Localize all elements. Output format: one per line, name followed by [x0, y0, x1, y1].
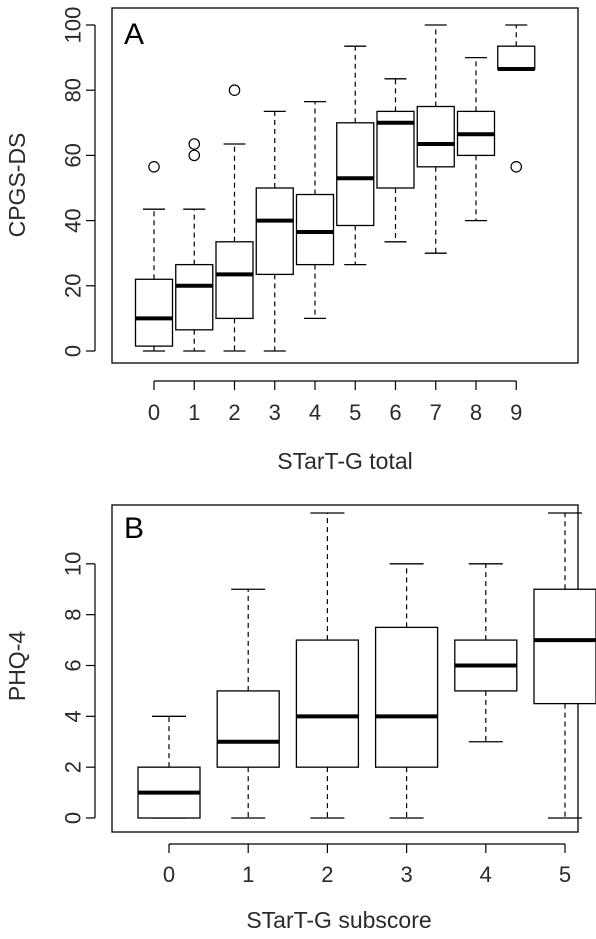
panel-a-outlier-point [188, 149, 201, 162]
panel-b-x-tick-label: 0 [163, 862, 175, 887]
panel-a-y-tick-label: 80 [61, 78, 86, 102]
panel-b-box-group [533, 512, 596, 819]
panel-a-outlier-point [188, 138, 201, 150]
panel-a-box-group [497, 24, 536, 173]
panel-a-outlier-point [228, 84, 241, 96]
panel-a-x-axis-title: STarT-G total [277, 448, 412, 474]
panel-b-box-group [454, 563, 518, 743]
panel-a-y-axis: 0 20 40 60 80 100 [61, 7, 96, 357]
panel-b-x-tick-label: 4 [480, 862, 492, 887]
panel-a-y-tick-label: 100 [61, 7, 86, 44]
panel-a-x-tick-label: 1 [188, 400, 200, 425]
panel-b-boxes [137, 512, 596, 819]
panel-a-box [336, 122, 375, 227]
panel-a-x-tick-label: 3 [269, 400, 281, 425]
panel-a-box-group [376, 78, 415, 243]
panel-a-boxes [134, 24, 536, 352]
panel-b-x-tick-label: 3 [400, 862, 412, 887]
panel-a-y-tick-label: 40 [61, 208, 86, 232]
panel-a-y-tick-label: 60 [61, 143, 86, 167]
panel-a-box-group [215, 84, 254, 352]
panel-a-frame [111, 7, 579, 364]
panel-b-y-tick-label: 2 [61, 761, 86, 773]
panel-b-box [533, 588, 596, 705]
panel-a-x-axis: 0 1 2 3 4 5 6 7 8 9 [148, 380, 522, 425]
panel-b-box-group [137, 715, 201, 819]
panel-a-x-tick-label: 9 [510, 400, 522, 425]
panel-a-box [215, 241, 254, 320]
panel-a-y-tick-label: 0 [61, 345, 86, 357]
panel-a-box-group [456, 56, 496, 222]
panel-b-y-tick-label: 8 [61, 609, 86, 621]
panel-a-box-group [336, 45, 375, 266]
panel-b-box-group [216, 588, 280, 819]
panel-a-box [497, 45, 536, 70]
panel-a-x-tick-label: 0 [148, 400, 160, 425]
panel-b-x-tick-label: 2 [321, 862, 333, 887]
panel-a: A CPGS-DS STarT-G total 0 20 40 60 80 100 0 1 2… [4, 7, 579, 474]
panel-a-x-tick-label: 5 [349, 400, 361, 425]
panel-a-box [295, 193, 335, 266]
panel-b-letter: B [124, 512, 144, 545]
panel-b-box [295, 639, 360, 768]
panel-a-box-group [295, 100, 335, 320]
panel-b-y-tick-label: 0 [61, 812, 86, 824]
panel-a-letter: A [124, 18, 144, 51]
panel-a-box-group [134, 161, 174, 352]
panel-a-box [416, 105, 455, 168]
panel-b-x-tick-label: 5 [559, 862, 571, 887]
panel-b-y-tick-label: 6 [61, 659, 86, 671]
panel-a-y-axis-title: CPGS-DS [4, 133, 30, 238]
panel-b-box [216, 690, 280, 768]
panel-b: B PHQ-4 STarT-G subscore 0 2 4 6 8 10 0 1 2 3 4 5 [4, 504, 596, 933]
panel-a-outlier-point [148, 161, 160, 173]
panel-b-box [374, 626, 439, 768]
panel-a-box [175, 263, 214, 331]
panel-a-box [255, 187, 294, 276]
panel-a-box-group [175, 138, 214, 352]
panel-a-x-tick-label: 2 [228, 400, 240, 425]
panel-b-y-tick-label: 10 [61, 552, 86, 576]
panel-a-x-tick-label: 6 [389, 400, 401, 425]
panel-b-y-axis: 0 2 4 6 8 10 [61, 552, 96, 824]
panel-b-x-axis: 0 1 2 3 4 5 [163, 843, 571, 887]
panel-a-y-tick-label: 20 [61, 274, 86, 298]
panel-a-outlier-point [510, 161, 523, 173]
panel-a-x-tick-label: 8 [470, 400, 482, 425]
panel-b-x-tick-label: 1 [242, 862, 254, 887]
panel-b-y-tick-label: 4 [61, 710, 86, 722]
panel-b-box-group [374, 563, 439, 819]
panel-a-box-group [416, 24, 455, 254]
panel-b-x-axis-title: STarT-G subscore [246, 907, 431, 933]
panel-a-box [134, 278, 174, 347]
panel-b-y-axis-title: PHQ-4 [4, 631, 30, 702]
panel-b-box-group [295, 512, 360, 819]
panel-a-box-group [255, 110, 294, 352]
panel-a-x-tick-label: 4 [309, 400, 321, 425]
panel-a-x-tick-label: 7 [430, 400, 442, 425]
